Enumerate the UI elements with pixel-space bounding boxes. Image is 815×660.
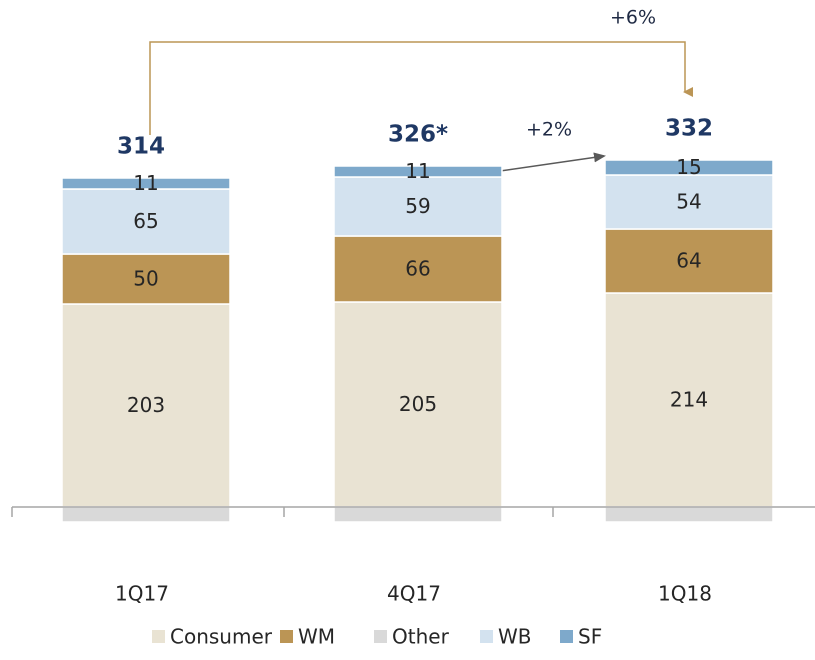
segment-label: 214 (670, 388, 708, 412)
bar-segment (333, 235, 503, 303)
segment-label: 203 (127, 393, 165, 417)
segment-label: 64 (676, 249, 701, 273)
legend-label: Consumer (170, 625, 273, 649)
x-tick-label: 1Q18 (658, 582, 712, 606)
legend-swatch (480, 630, 493, 643)
total-label: 314 (117, 134, 165, 160)
annotation: +6% (610, 7, 656, 29)
total-label: 332 (665, 116, 713, 142)
growth-arrow (499, 152, 606, 172)
segment-label: 65 (133, 209, 158, 233)
legend-swatch (152, 630, 165, 643)
plot-area: 203 50 65 11 314 1Q17 205 66 59 11 326* 4Q17 214 64 54… (61, 116, 774, 606)
segment-label: 205 (399, 392, 437, 416)
bar-segment (61, 506, 231, 523)
total-label: 326* (388, 122, 448, 148)
bar-segment (333, 301, 503, 508)
segment-label: 50 (133, 267, 158, 291)
growth-bracket (149, 41, 693, 135)
x-tick-label: 4Q17 (387, 582, 441, 606)
legend-swatch (374, 630, 387, 643)
bar-segment (604, 292, 774, 508)
legend-label: SF (578, 625, 602, 649)
segment-label: 54 (676, 190, 701, 214)
bar-segment (604, 159, 774, 176)
bar-segment (604, 174, 774, 230)
legend-label: WB (498, 625, 532, 649)
bar-segment (61, 177, 231, 190)
segment-label: 11 (405, 159, 430, 183)
bar-segment (333, 165, 503, 178)
bar-segment (604, 228, 774, 294)
bar-segment (333, 506, 503, 523)
legend-label: Other (392, 625, 450, 649)
segment-label: 15 (676, 155, 701, 179)
legend-swatch (280, 630, 293, 643)
legend-label: WM (298, 625, 335, 649)
segment-label: 59 (405, 194, 430, 218)
annotation: +2% (526, 119, 572, 141)
legend-swatch (560, 630, 573, 643)
segment-label: 11 (133, 171, 158, 195)
segment-label: 66 (405, 257, 430, 281)
bar-segment (333, 176, 503, 237)
x-tick-label: 1Q17 (115, 582, 169, 606)
legend: Consumer WM Other WB SF (152, 625, 602, 649)
bar-segment (61, 253, 231, 305)
bar-segment (604, 506, 774, 523)
